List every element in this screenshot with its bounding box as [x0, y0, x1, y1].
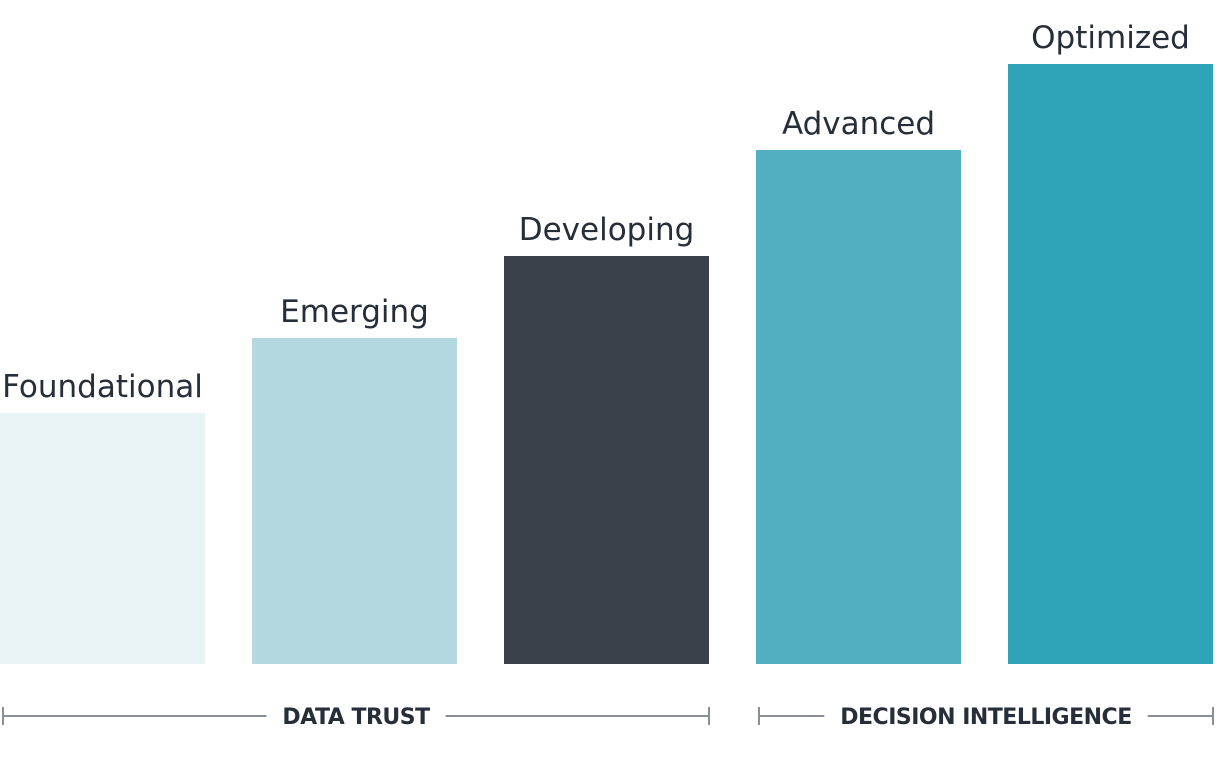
- bar-label-emerging: Emerging: [280, 294, 429, 330]
- bar-optimized: [1008, 64, 1213, 664]
- bar-label-advanced: Advanced: [782, 106, 935, 142]
- bars-layer: [0, 64, 1213, 664]
- bar-developing: [504, 256, 709, 664]
- bar-label-optimized: Optimized: [1031, 20, 1190, 56]
- bar-label-foundational: Foundational: [2, 369, 203, 405]
- group-label-data-trust: DATA TRUST: [282, 705, 430, 730]
- bar-foundational: [0, 413, 205, 664]
- bar-label-developing: Developing: [519, 212, 695, 248]
- bar-labels-layer: Foundational Emerging Developing Advanced Op…: [2, 20, 1190, 405]
- bar-emerging: [252, 338, 457, 664]
- group-brackets-layer: DATA TRUST DECISION INTELLIGENCE: [2, 705, 1214, 730]
- bar-advanced: [756, 150, 961, 664]
- group-label-decision-intelligence: DECISION INTELLIGENCE: [840, 705, 1131, 730]
